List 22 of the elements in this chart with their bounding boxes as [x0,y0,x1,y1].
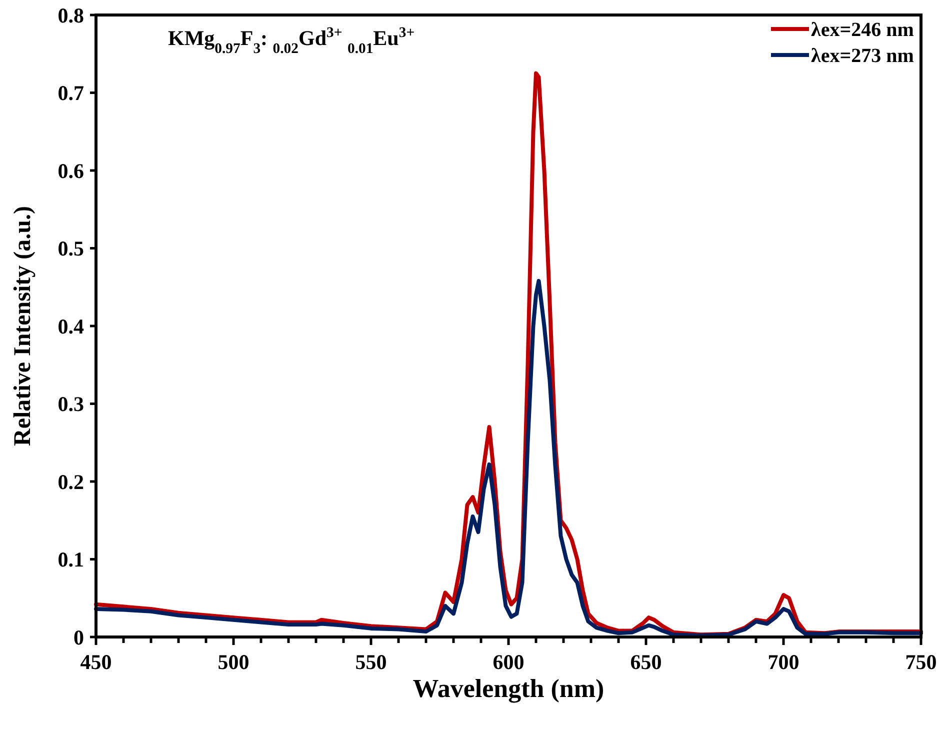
y-axis-title: Relative Intensity (a.u.) [10,206,36,446]
y-tick-label: 0.7 [58,81,84,106]
y-tick-label: 0.5 [58,236,84,261]
y-tick-label: 0.2 [58,470,84,494]
x-tick-label: 650 [630,650,662,674]
x-tick-label: 450 [80,650,112,674]
x-tick-label: 600 [492,650,524,674]
y-tick-label: 0 [74,625,84,650]
x-tick-label: 750 [905,650,937,674]
x-tick-label: 550 [355,650,387,674]
y-tick-label: 0.3 [58,392,84,416]
x-axis-title: Wavelength (nm) [412,674,604,703]
y-tick-label: 0.8 [58,3,84,28]
legend-label: λex=273 nm [811,45,914,67]
line-series [94,278,923,638]
y-tick-label: 0.6 [58,158,84,183]
y-tick-label: 0.4 [58,314,84,338]
chart-title: KMg$_{0.97}$F$_{3}$: $_{0.02}$Gd$^{3+}$ $_{0.01}$Eu$^{3+}$ [168,25,415,57]
legend-label: λex=246 nm [811,19,914,41]
x-tick-label: 700 [768,650,800,674]
y-tick-label: 0.1 [58,548,84,572]
x-tick-label: 500 [218,650,250,674]
